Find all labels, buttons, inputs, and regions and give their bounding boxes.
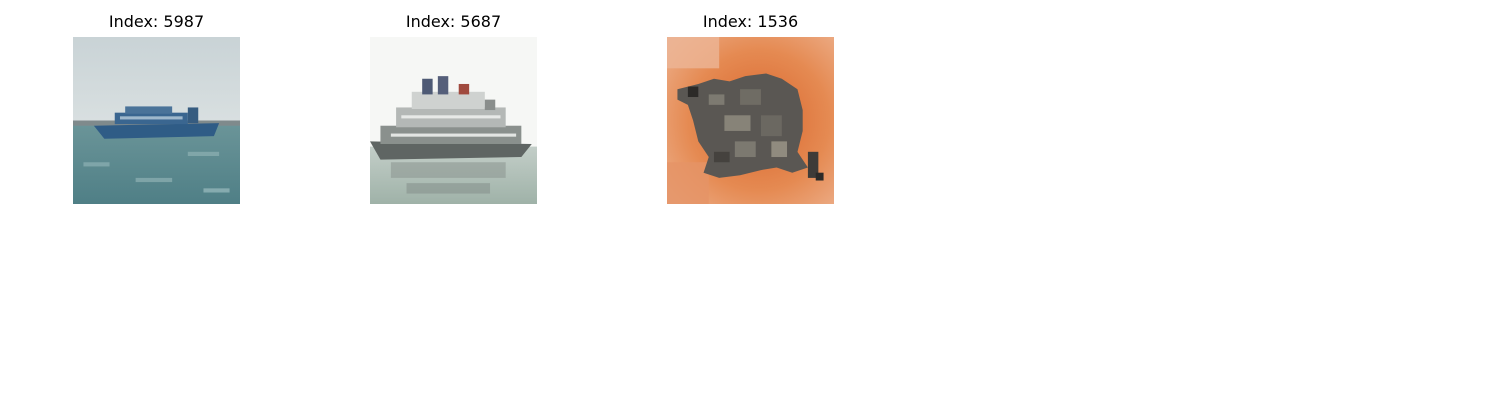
panel-title: Index: 5987	[108, 12, 205, 31]
panel-title: Index: 5687	[405, 12, 502, 31]
ferry-boat-image	[73, 37, 240, 204]
panel-title: Index: 1536	[702, 12, 799, 31]
cruise-ship-image	[370, 37, 537, 204]
frog-image	[667, 37, 834, 204]
